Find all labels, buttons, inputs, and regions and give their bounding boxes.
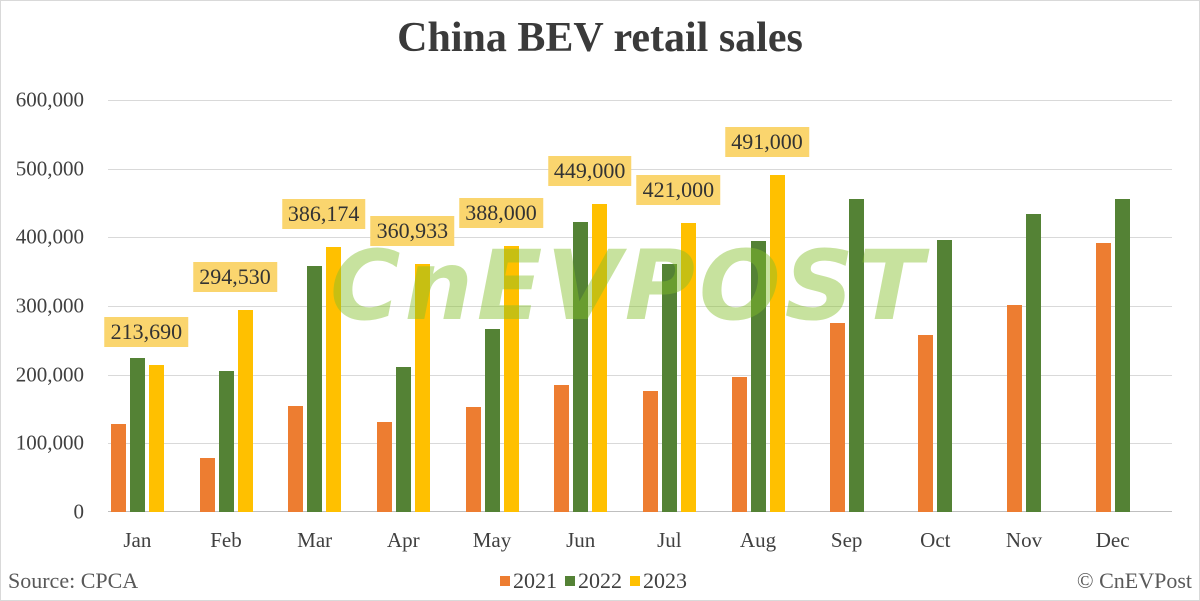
x-tick-label: Nov xyxy=(1005,528,1043,552)
bar-2023-apr xyxy=(414,264,430,512)
legend-item-2023: 2023 xyxy=(630,568,687,594)
legend-swatch-icon xyxy=(500,576,510,586)
data-label-2023: 213,690 xyxy=(104,317,189,348)
bar-2022-feb xyxy=(218,371,234,512)
bar-2022-mar xyxy=(307,266,323,512)
x-tick-label: Jul xyxy=(657,528,682,552)
bar-2022-apr xyxy=(395,367,411,512)
legend-swatch-icon xyxy=(630,576,640,586)
legend-label: 2023 xyxy=(643,568,687,593)
bar-2022-oct xyxy=(937,240,953,512)
gridline xyxy=(108,100,1172,101)
bar-2021-aug xyxy=(731,376,747,512)
bar-2021-may xyxy=(465,406,481,512)
bar-2021-oct xyxy=(918,334,934,512)
x-tick-label: Feb xyxy=(210,528,242,552)
bar-2023-aug xyxy=(769,174,785,512)
data-label-2023: 449,000 xyxy=(547,155,632,186)
y-tick-label: 400,000 xyxy=(15,224,84,249)
bar-2022-aug xyxy=(750,240,766,512)
bar-2021-dec xyxy=(1095,242,1111,512)
x-tick-label: Oct xyxy=(920,528,951,552)
x-tick-label: Apr xyxy=(386,528,420,552)
bar-2022-nov xyxy=(1026,214,1041,512)
data-label-2023: 421,000 xyxy=(636,174,721,205)
bar-2023-jan xyxy=(148,365,164,512)
bar-2021-apr xyxy=(376,422,392,512)
x-tick-label: Jun xyxy=(566,528,596,552)
y-tick-label: 600,000 xyxy=(15,87,84,112)
bar-2023-jul xyxy=(680,222,696,512)
bar-2022-dec xyxy=(1114,198,1130,512)
gridline xyxy=(108,374,1172,376)
bar-2023-jun xyxy=(592,203,608,512)
chart-title: China BEV retail sales xyxy=(397,15,803,61)
legend-label: 2021 xyxy=(513,568,557,593)
y-tick-label: 100,000 xyxy=(15,430,84,455)
legend: 2021 2022 2023 xyxy=(500,568,687,594)
bar-2021-jul xyxy=(642,391,658,512)
bar-2021-sep xyxy=(829,323,845,512)
bar-2022-may xyxy=(484,329,500,512)
legend-label: 2022 xyxy=(578,568,622,593)
plot-area: 213,690 294,530 386,174 360,933 388,000 449,0… xyxy=(104,100,1172,512)
x-tick-label: Mar xyxy=(297,528,333,552)
x-tick-label: Dec xyxy=(1095,528,1130,552)
legend-swatch-icon xyxy=(565,576,575,586)
data-label-2023: 386,174 xyxy=(281,198,366,229)
bar-2021-mar xyxy=(288,406,304,512)
y-tick-label: 300,000 xyxy=(15,293,84,318)
data-label-2023: 360,933 xyxy=(370,216,455,247)
y-tick-label: 200,000 xyxy=(15,362,84,387)
y-tick-label: 0 xyxy=(73,499,85,524)
gridline xyxy=(108,306,1172,307)
y-tick-label: 500,000 xyxy=(15,156,84,181)
bar-2022-sep xyxy=(848,198,864,512)
bar-2021-jan xyxy=(110,424,126,512)
x-axis-line xyxy=(108,511,1172,512)
source-note: Source: CPCA xyxy=(8,568,139,593)
x-tick-label: Sep xyxy=(830,528,863,552)
bar-2021-nov xyxy=(1007,305,1022,512)
legend-item-2021: 2021 xyxy=(500,568,557,594)
bar-2022-jul xyxy=(661,264,677,512)
data-label-2023: 294,530 xyxy=(193,261,277,292)
bar-2022-jun xyxy=(573,222,589,512)
bar-2022-jan xyxy=(129,358,145,512)
gridline xyxy=(108,168,1172,170)
bar-2021-jun xyxy=(554,384,570,512)
gridline xyxy=(108,443,1172,445)
data-label-2023: 388,000 xyxy=(459,197,543,228)
x-tick-label: May xyxy=(472,528,512,552)
data-label-2023: 491,000 xyxy=(725,126,809,157)
copyright-note: © CnEVPost xyxy=(1076,568,1192,593)
bar-2023-feb xyxy=(237,309,253,512)
bar-2023-may xyxy=(503,245,519,512)
bar-2023-mar xyxy=(326,246,342,512)
gridline xyxy=(108,237,1172,239)
x-tick-label: Jan xyxy=(123,528,152,552)
legend-item-2022: 2022 xyxy=(565,568,622,594)
bar-2021-feb xyxy=(199,457,215,512)
x-tick-label: Aug xyxy=(739,528,777,552)
